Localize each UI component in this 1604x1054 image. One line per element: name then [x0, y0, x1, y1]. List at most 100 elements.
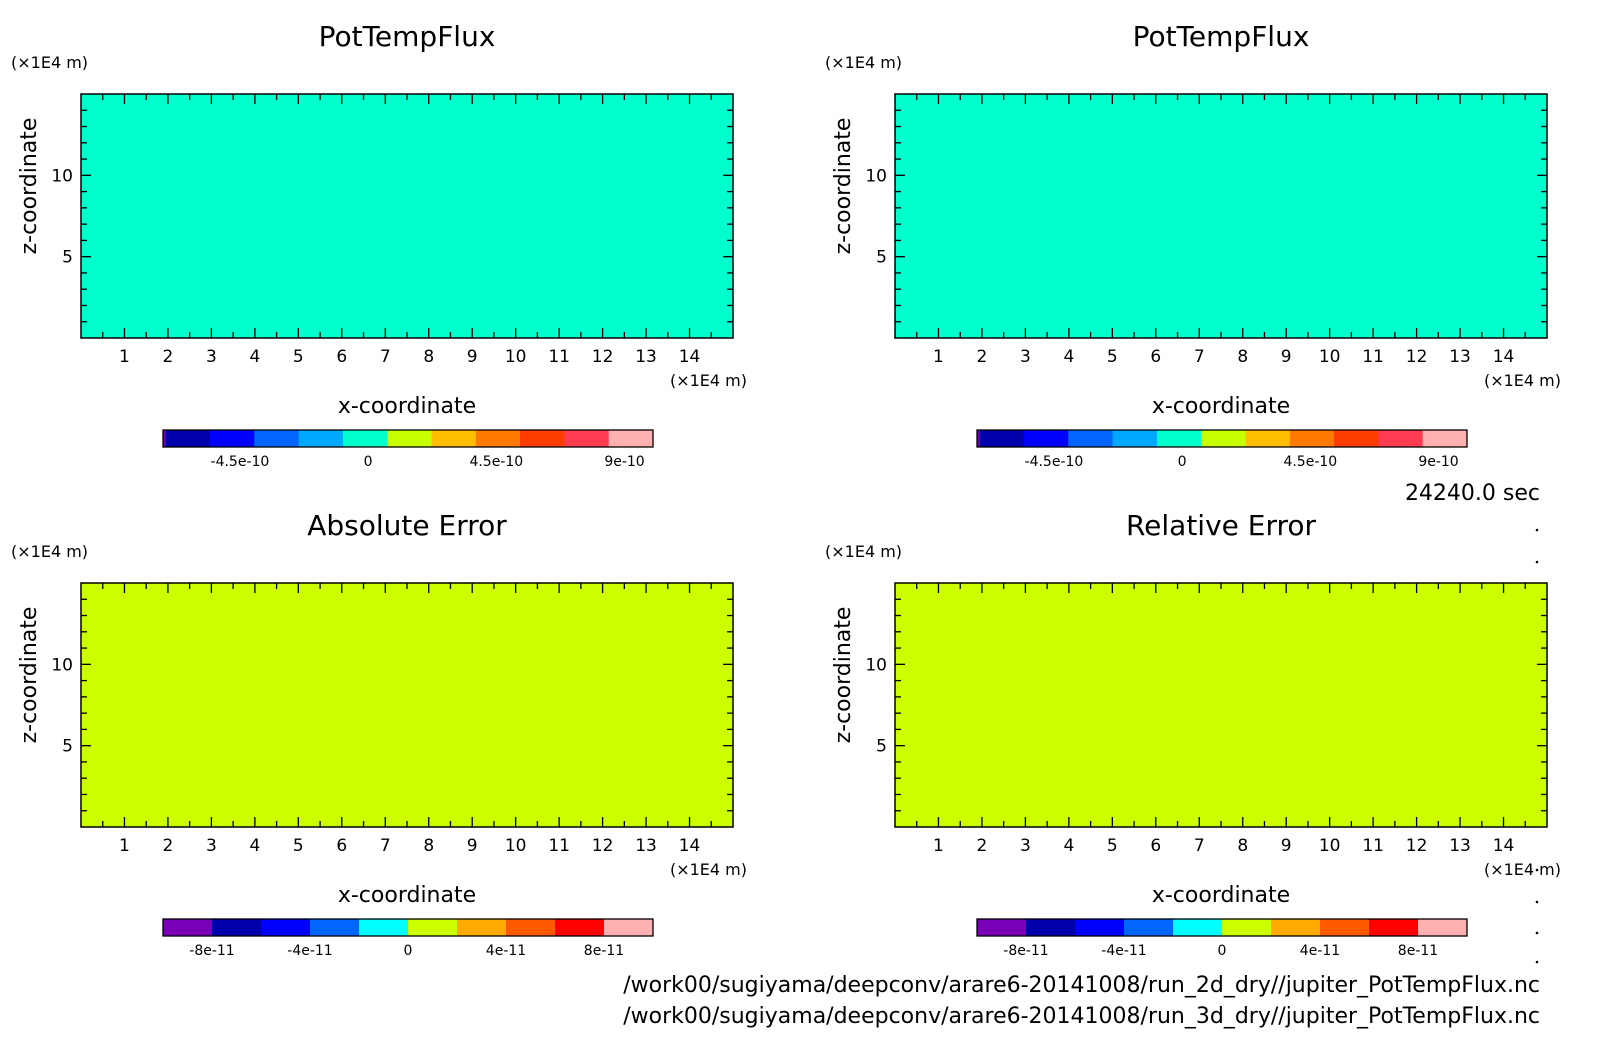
x-tick-label: 13 — [635, 347, 657, 367]
colorbar-segment — [1201, 430, 1246, 447]
x-tick-label: 6 — [336, 347, 347, 367]
x-tick-label: 1 — [119, 347, 130, 367]
x-axis-label: x-coordinate — [338, 883, 476, 908]
file-path-2d: /work00/sugiyama/deepconv/arare6-2014100… — [623, 973, 1540, 998]
x-tick-label: 14 — [679, 836, 701, 856]
x-tick-label: 4 — [249, 347, 260, 367]
x-axis-label: x-coordinate — [1152, 394, 1290, 419]
y-axis-label: z-coordinate — [831, 118, 856, 255]
x-tick-label: 12 — [1406, 836, 1428, 856]
x-tick-label: 4 — [1063, 347, 1074, 367]
x-unit-label: (×1E4 m) — [1484, 860, 1561, 879]
y-tick-label: 10 — [865, 166, 887, 186]
x-tick-label: 7 — [380, 836, 391, 856]
colorbar-segment — [163, 919, 213, 936]
x-tick-label: 5 — [293, 836, 304, 856]
colorbar-tick-label: 4.5e-10 — [469, 454, 523, 470]
y-axis-label: z-coordinate — [17, 118, 42, 255]
colorbar-segment — [977, 919, 1027, 936]
colorbar-segment — [475, 430, 521, 447]
chart-title: Absolute Error — [307, 509, 507, 542]
colorbar-tick-label: 0 — [1218, 943, 1227, 959]
colorbar-tick-label: 8e-11 — [1398, 943, 1438, 959]
x-tick-label: 10 — [1319, 836, 1341, 856]
colorbar-segment — [1418, 919, 1468, 936]
x-tick-label: 9 — [1281, 836, 1292, 856]
x-tick-label: 14 — [679, 347, 701, 367]
chart-title: Relative Error — [1126, 509, 1317, 542]
heatmap-field — [895, 94, 1547, 338]
y-unit-label: (×1E4 m) — [11, 53, 88, 72]
colorbar-tick-label: -4e-11 — [287, 943, 332, 959]
x-tick-label: 14 — [1493, 836, 1515, 856]
margin-dots — [1535, 528, 1539, 964]
x-tick-label: 3 — [1020, 347, 1031, 367]
x-tick-label: 3 — [206, 836, 217, 856]
y-tick-label: 5 — [876, 248, 887, 268]
colorbar-segment — [506, 919, 556, 936]
chart-title: PotTempFlux — [319, 20, 496, 53]
colorbar-segment — [1422, 430, 1468, 447]
chart-title: PotTempFlux — [1133, 20, 1310, 53]
x-tick-label: 10 — [1319, 347, 1341, 367]
colorbar-segment — [1245, 430, 1291, 447]
colorbar-tick-label: 0 — [404, 943, 413, 959]
colorbar-segment — [1112, 430, 1158, 447]
x-tick-label: 12 — [1406, 347, 1428, 367]
colorbar-segment — [564, 430, 610, 447]
colorbar-segment — [457, 919, 507, 936]
colorbar-tick-label: -4e-11 — [1101, 943, 1146, 959]
y-tick-label: 10 — [51, 166, 73, 186]
colorbar-segment — [212, 919, 262, 936]
colorbar-segment — [604, 919, 654, 936]
colorbar-tick-label: 4.5e-10 — [1283, 454, 1337, 470]
x-tick-label: 6 — [1150, 347, 1161, 367]
y-tick-label: 5 — [62, 737, 73, 757]
heatmap-field — [81, 94, 733, 338]
y-unit-label: (×1E4 m) — [825, 542, 902, 561]
x-tick-label: 11 — [1362, 347, 1384, 367]
colorbar-segment — [209, 430, 255, 447]
x-axis-label: x-coordinate — [338, 394, 476, 419]
x-tick-label: 12 — [592, 347, 614, 367]
x-tick-label: 5 — [1107, 347, 1118, 367]
colorbar-tick-label: -4.5e-10 — [211, 454, 270, 470]
x-tick-label: 11 — [548, 836, 570, 856]
y-unit-label: (×1E4 m) — [825, 53, 902, 72]
y-tick-label: 10 — [865, 655, 887, 675]
x-tick-label: 10 — [505, 836, 527, 856]
x-tick-label: 7 — [1194, 347, 1205, 367]
x-tick-label: 5 — [293, 347, 304, 367]
x-tick-label: 6 — [336, 836, 347, 856]
x-tick-label: 3 — [1020, 836, 1031, 856]
x-tick-label: 3 — [206, 347, 217, 367]
file-path-3d: /work00/sugiyama/deepconv/arare6-2014100… — [623, 1004, 1540, 1029]
x-unit-label: (×1E4 m) — [670, 860, 747, 879]
colorbar-segment — [387, 430, 432, 447]
x-tick-label: 8 — [423, 347, 434, 367]
x-tick-label: 11 — [1362, 836, 1384, 856]
colorbar-segment — [1320, 919, 1370, 936]
y-axis-label: z-coordinate — [17, 607, 42, 744]
x-tick-label: 4 — [249, 836, 260, 856]
x-tick-label: 11 — [548, 347, 570, 367]
heatmap-field — [895, 583, 1547, 827]
y-tick-label: 10 — [51, 655, 73, 675]
x-tick-label: 8 — [1237, 836, 1248, 856]
colorbar-segment — [1222, 919, 1272, 936]
x-tick-label: 9 — [467, 836, 478, 856]
colorbar-tick-label: 8e-11 — [584, 943, 624, 959]
x-tick-label: 9 — [1281, 347, 1292, 367]
x-tick-label: 2 — [977, 347, 988, 367]
x-tick-label: 4 — [1063, 836, 1074, 856]
colorbar-segment — [298, 430, 344, 447]
x-tick-label: 13 — [1449, 347, 1471, 367]
x-tick-label: 1 — [933, 347, 944, 367]
panel-2: PotTempFlux(×1E4 m)(×1E4 m)1 2 3 4 5 6 7 8 9 10 11… — [825, 20, 1561, 470]
x-tick-label: 8 — [423, 836, 434, 856]
x-tick-label: 13 — [635, 836, 657, 856]
colorbar-segment — [1289, 430, 1335, 447]
colorbar-segment — [359, 919, 409, 936]
colorbar-segment — [165, 430, 211, 447]
